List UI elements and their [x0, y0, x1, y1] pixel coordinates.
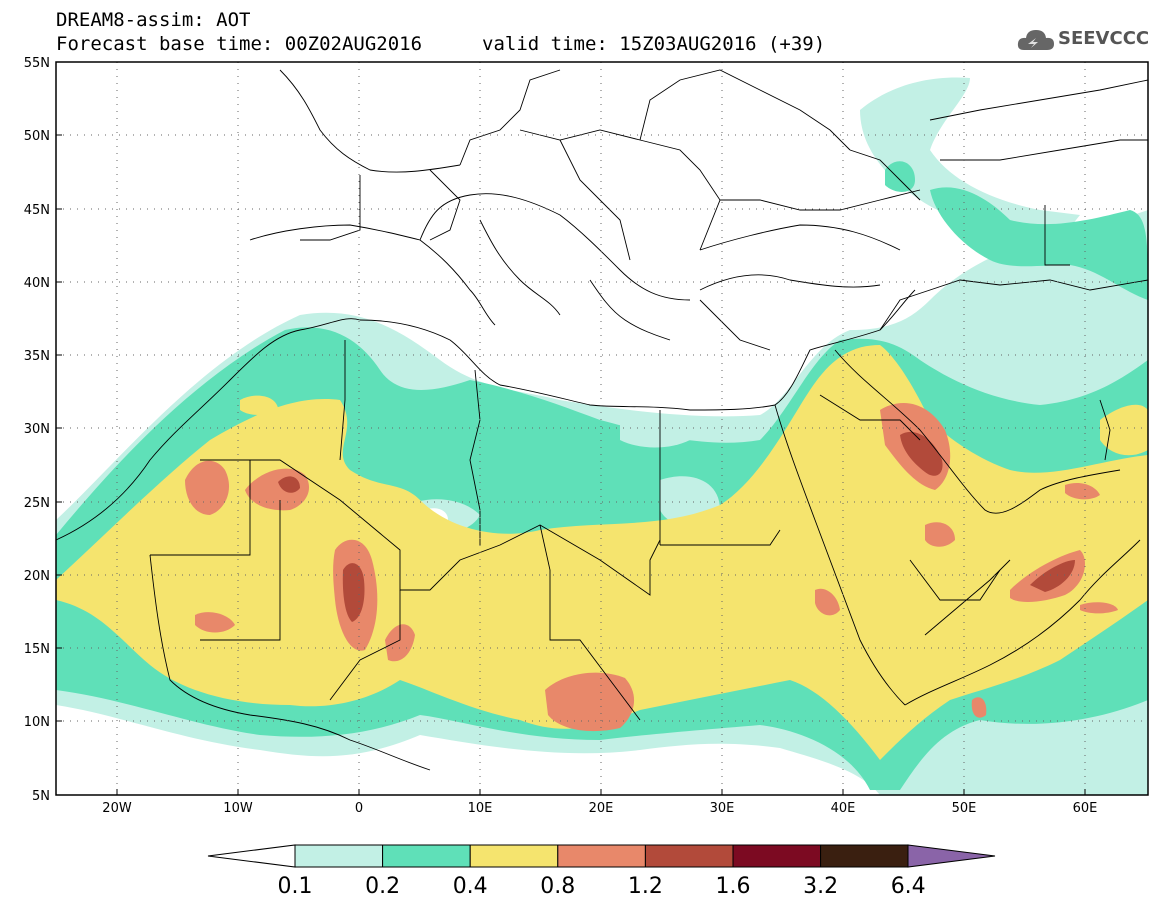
lat-label: 5N — [32, 789, 50, 804]
lon-label: 20W — [102, 801, 132, 816]
map-title: DREAM8-assim: AOT — [56, 9, 251, 31]
lat-label: 25N — [24, 496, 50, 511]
coastlines-borders — [56, 69, 1148, 771]
graticule — [56, 62, 1148, 795]
lat-label: 35N — [24, 349, 50, 364]
lon-label: 10W — [223, 801, 253, 816]
seevccc-logo: SEEVCCC — [1016, 22, 1156, 58]
lat-label: 30N — [24, 422, 50, 437]
forecast-base-time: Forecast base time: 00Z02AUG2016 — [56, 33, 423, 55]
lon-label: 30E — [710, 801, 735, 816]
lon-label: 20E — [589, 801, 614, 816]
logo-text: SEEVCCC — [1058, 28, 1150, 49]
lat-label: 55N — [24, 56, 50, 71]
lon-label: 60E — [1073, 801, 1098, 816]
lat-label: 15N — [24, 642, 50, 657]
aot-band-1.2 — [342, 563, 365, 622]
aot-band-0.2-caspian — [930, 187, 1148, 300]
lat-label: 20N — [24, 569, 50, 584]
lon-label: 10E — [468, 801, 493, 816]
aot-band-0.2-blob — [885, 161, 915, 192]
lat-label: 50N — [24, 129, 50, 144]
lon-label: 0 — [355, 801, 363, 816]
aot-band-0.8 — [185, 460, 230, 515]
aot-band-0.4 — [56, 345, 1148, 760]
valid-time: valid time: 15Z03AUG2016 (+39) — [482, 33, 826, 55]
lat-label: 45N — [24, 203, 50, 218]
cloud-icon — [1017, 30, 1054, 50]
lat-label: 10N — [24, 715, 50, 730]
aot-band-0.1-north — [860, 77, 1080, 240]
lat-label: 40N — [24, 276, 50, 291]
lon-label: 50E — [952, 801, 977, 816]
lon-label: 40E — [831, 801, 856, 816]
